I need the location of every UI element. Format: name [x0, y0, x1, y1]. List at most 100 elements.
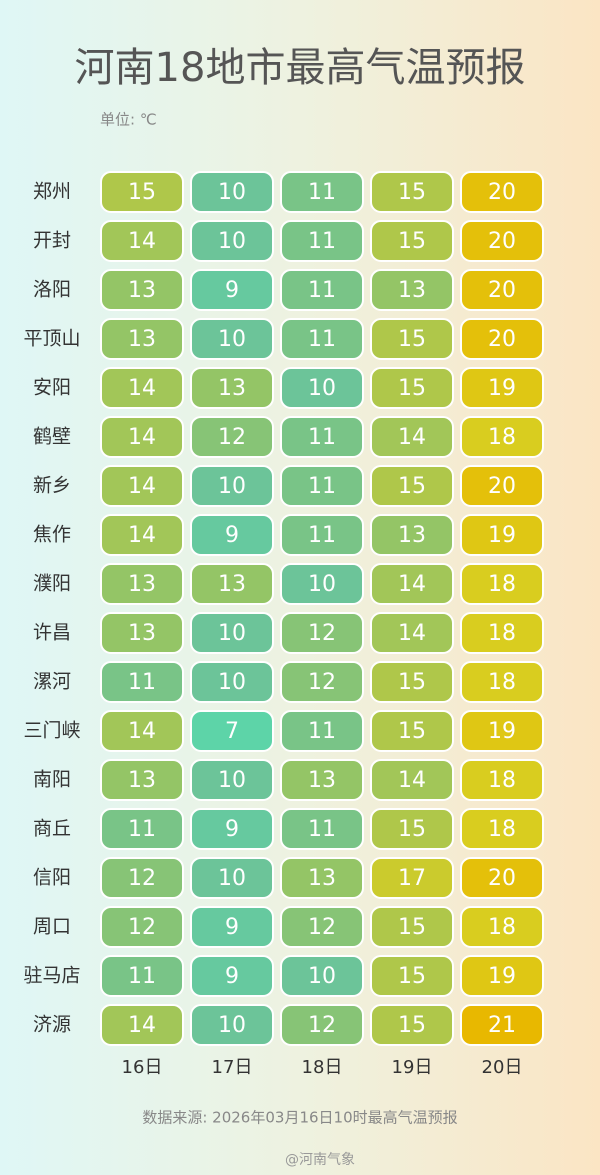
cell-value: 9 [225, 915, 239, 940]
cell [190, 612, 274, 654]
chart-title: 河南18地市最高气温预报 [75, 45, 526, 91]
cell-value: 18 [488, 768, 516, 793]
cell-value: 14 [128, 425, 156, 450]
cell [460, 171, 544, 213]
cell [190, 661, 274, 703]
cell-value: 14 [128, 523, 156, 548]
row-label: 新乡 [33, 475, 71, 497]
column-label: 17日 [212, 1057, 253, 1078]
cell-value: 20 [488, 180, 516, 205]
cell [460, 416, 544, 458]
row-label: 焦作 [33, 524, 71, 546]
cell-value: 18 [488, 425, 516, 450]
row-label: 南阳 [33, 769, 71, 791]
cell [190, 857, 274, 899]
cell-value: 12 [128, 866, 156, 891]
cell [280, 661, 364, 703]
cell [190, 367, 274, 409]
cell-value: 14 [398, 572, 426, 597]
cell [100, 220, 184, 262]
cell-value: 20 [488, 229, 516, 254]
cell-value: 10 [308, 964, 336, 989]
cell-value: 10 [218, 621, 246, 646]
cell [460, 465, 544, 507]
cell-value: 10 [308, 572, 336, 597]
cell-value: 10 [218, 866, 246, 891]
cell [460, 857, 544, 899]
cell-value: 13 [398, 278, 426, 303]
cell-value: 10 [218, 474, 246, 499]
cell-value: 18 [488, 621, 516, 646]
cell [100, 416, 184, 458]
cell-value: 14 [128, 719, 156, 744]
cell-value: 10 [218, 229, 246, 254]
cell-value: 11 [308, 425, 336, 450]
cell [460, 661, 544, 703]
cell [190, 759, 274, 801]
cell-value: 15 [398, 376, 426, 401]
cell-value: 14 [128, 376, 156, 401]
cell [190, 710, 274, 752]
row-label: 驻马店 [23, 965, 80, 987]
cell-value: 21 [488, 1013, 516, 1038]
cell [190, 318, 274, 360]
cell [460, 563, 544, 605]
cell-value: 11 [128, 817, 156, 842]
cell [280, 1004, 364, 1046]
column-label: 20日 [482, 1057, 523, 1078]
cell [100, 759, 184, 801]
cell-value: 19 [488, 523, 516, 548]
cell [190, 465, 274, 507]
cell-value: 20 [488, 474, 516, 499]
unit-label: 单位: ℃ [100, 111, 157, 129]
cell-value: 14 [128, 229, 156, 254]
cell [100, 906, 184, 948]
row-label: 濮阳 [33, 573, 71, 595]
column-label: 19日 [392, 1057, 433, 1078]
row-label: 平顶山 [23, 328, 80, 350]
cell-value: 19 [488, 964, 516, 989]
row-label: 洛阳 [33, 279, 71, 301]
cell-value: 12 [308, 621, 336, 646]
cell-value: 14 [398, 425, 426, 450]
row-label: 郑州 [33, 181, 71, 203]
cell-value: 18 [488, 915, 516, 940]
row-label: 漯河 [33, 671, 71, 693]
cell-value: 10 [218, 670, 246, 695]
cell-value: 14 [398, 768, 426, 793]
cell [280, 269, 364, 311]
cell-value: 13 [218, 376, 246, 401]
cell [190, 171, 274, 213]
cell-value: 20 [488, 866, 516, 891]
row-label: 鹤壁 [33, 426, 71, 448]
cell-value: 15 [398, 817, 426, 842]
cell-value: 17 [398, 866, 426, 891]
cell [370, 563, 454, 605]
cell-value: 14 [398, 621, 426, 646]
row-label: 信阳 [33, 867, 71, 889]
cell-value: 19 [488, 719, 516, 744]
cell [370, 171, 454, 213]
column-label: 18日 [302, 1057, 343, 1078]
cell-value: 12 [308, 915, 336, 940]
cell [370, 661, 454, 703]
cell [460, 808, 544, 850]
cell-value: 10 [218, 327, 246, 352]
cell-value: 13 [128, 621, 156, 646]
row-label: 三门峡 [23, 720, 80, 742]
cell-value: 15 [398, 180, 426, 205]
cell-value: 13 [398, 523, 426, 548]
cell [460, 906, 544, 948]
cell-value: 20 [488, 278, 516, 303]
cell-value: 14 [128, 1013, 156, 1038]
cell [100, 661, 184, 703]
cell [370, 906, 454, 948]
cell [190, 416, 274, 458]
cell-value: 11 [128, 670, 156, 695]
cell [370, 808, 454, 850]
cell [460, 710, 544, 752]
cell [460, 318, 544, 360]
cell [190, 514, 274, 556]
cell-value: 10 [218, 1013, 246, 1038]
cell-value: 15 [128, 180, 156, 205]
